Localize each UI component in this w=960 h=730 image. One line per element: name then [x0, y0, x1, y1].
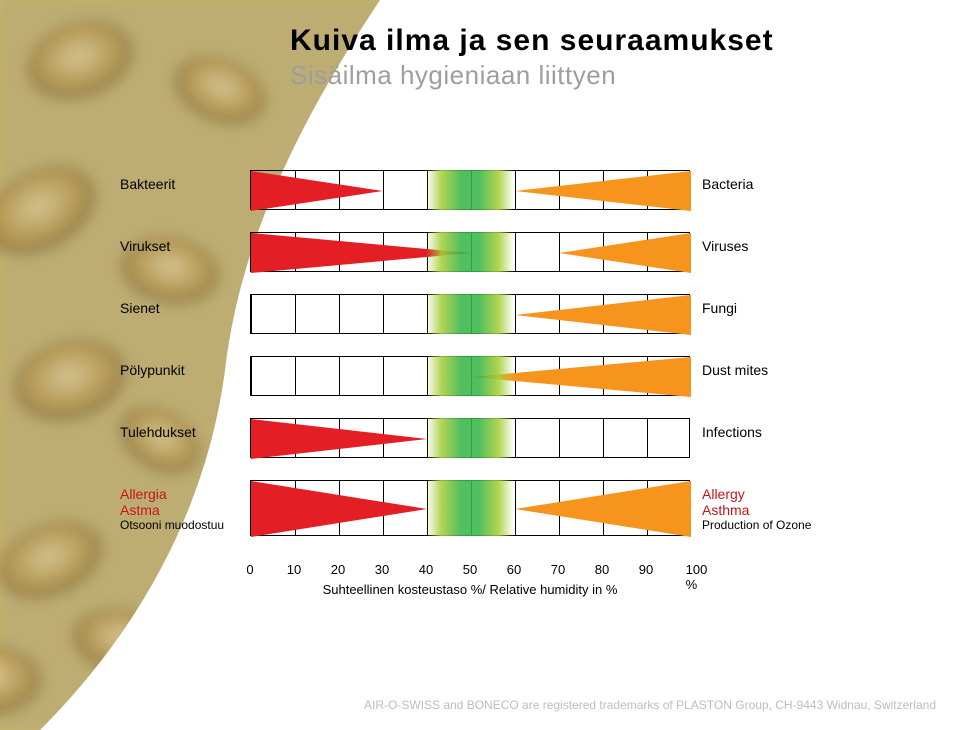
low-humidity-wedge — [251, 233, 471, 273]
x-tick: 60 — [507, 562, 521, 577]
chart-row-allergy: AllergiaAstmaOtsooni muodostuuAllergyAst… — [250, 480, 940, 558]
high-humidity-wedge — [559, 233, 691, 273]
row-label-en: Fungi — [702, 300, 822, 316]
low-humidity-wedge — [251, 171, 383, 211]
row-grid — [250, 356, 690, 396]
x-tick: 90 — [639, 562, 653, 577]
row-label-fi: Tulehdukset — [120, 424, 240, 440]
chart-row-viruses: ViruksetViruses — [250, 232, 940, 294]
low-humidity-wedge — [251, 419, 427, 459]
row-label-en: Dust mites — [702, 362, 822, 378]
row-grid — [250, 232, 690, 272]
x-tick: 10 — [287, 562, 301, 577]
chart-row-bacteria: BakteeritBacteria — [250, 170, 940, 232]
row-grid — [250, 480, 690, 536]
chart-row-mites: PölypunkitDust mites — [250, 356, 940, 418]
page-title: Kuiva ilma ja sen seuraamukset — [290, 24, 940, 58]
x-tick: 0 — [246, 562, 253, 577]
chart-row-infections: TulehduksetInfections — [250, 418, 940, 480]
x-axis-label: Suhteellinen kosteustaso % / Relative hu… — [250, 582, 690, 597]
row-label-fi: Pölypunkit — [120, 362, 240, 378]
row-label-fi: Bakteerit — [120, 176, 240, 192]
row-label-fi: AllergiaAstmaOtsooni muodostuu — [120, 486, 240, 532]
high-humidity-wedge — [515, 171, 691, 211]
high-humidity-wedge — [515, 481, 691, 537]
row-label-en: AllergyAsthmaProduction of Ozone — [702, 486, 822, 532]
row-label-fi: Sienet — [120, 300, 240, 316]
row-label-en: Viruses — [702, 238, 822, 254]
row-grid — [250, 418, 690, 458]
x-tick: 80 — [595, 562, 609, 577]
trademark-text: AIR-O-SWISS and BONECO are registered tr… — [364, 698, 936, 712]
title-block: Kuiva ilma ja sen seuraamukset Sisäilma … — [290, 24, 940, 91]
row-grid — [250, 170, 690, 210]
x-axis: 0102030405060708090100 %Suhteellinen kos… — [250, 562, 940, 608]
x-tick: 40 — [419, 562, 433, 577]
chart-row-fungi: SienetFungi — [250, 294, 940, 356]
row-grid — [250, 294, 690, 334]
page-subtitle: Sisäilma hygieniaan liittyen — [290, 60, 940, 91]
x-tick: 20 — [331, 562, 345, 577]
row-label-fi: Virukset — [120, 238, 240, 254]
row-label-en: Infections — [702, 424, 822, 440]
x-tick: 30 — [375, 562, 389, 577]
humidity-chart: BakteeritBacteriaViruksetVirusesSienetFu… — [250, 170, 940, 608]
row-label-en: Bacteria — [702, 176, 822, 192]
high-humidity-wedge — [515, 295, 691, 335]
x-tick: 50 — [463, 562, 477, 577]
high-humidity-wedge — [471, 357, 691, 397]
low-humidity-wedge — [251, 481, 427, 537]
x-tick: 70 — [551, 562, 565, 577]
